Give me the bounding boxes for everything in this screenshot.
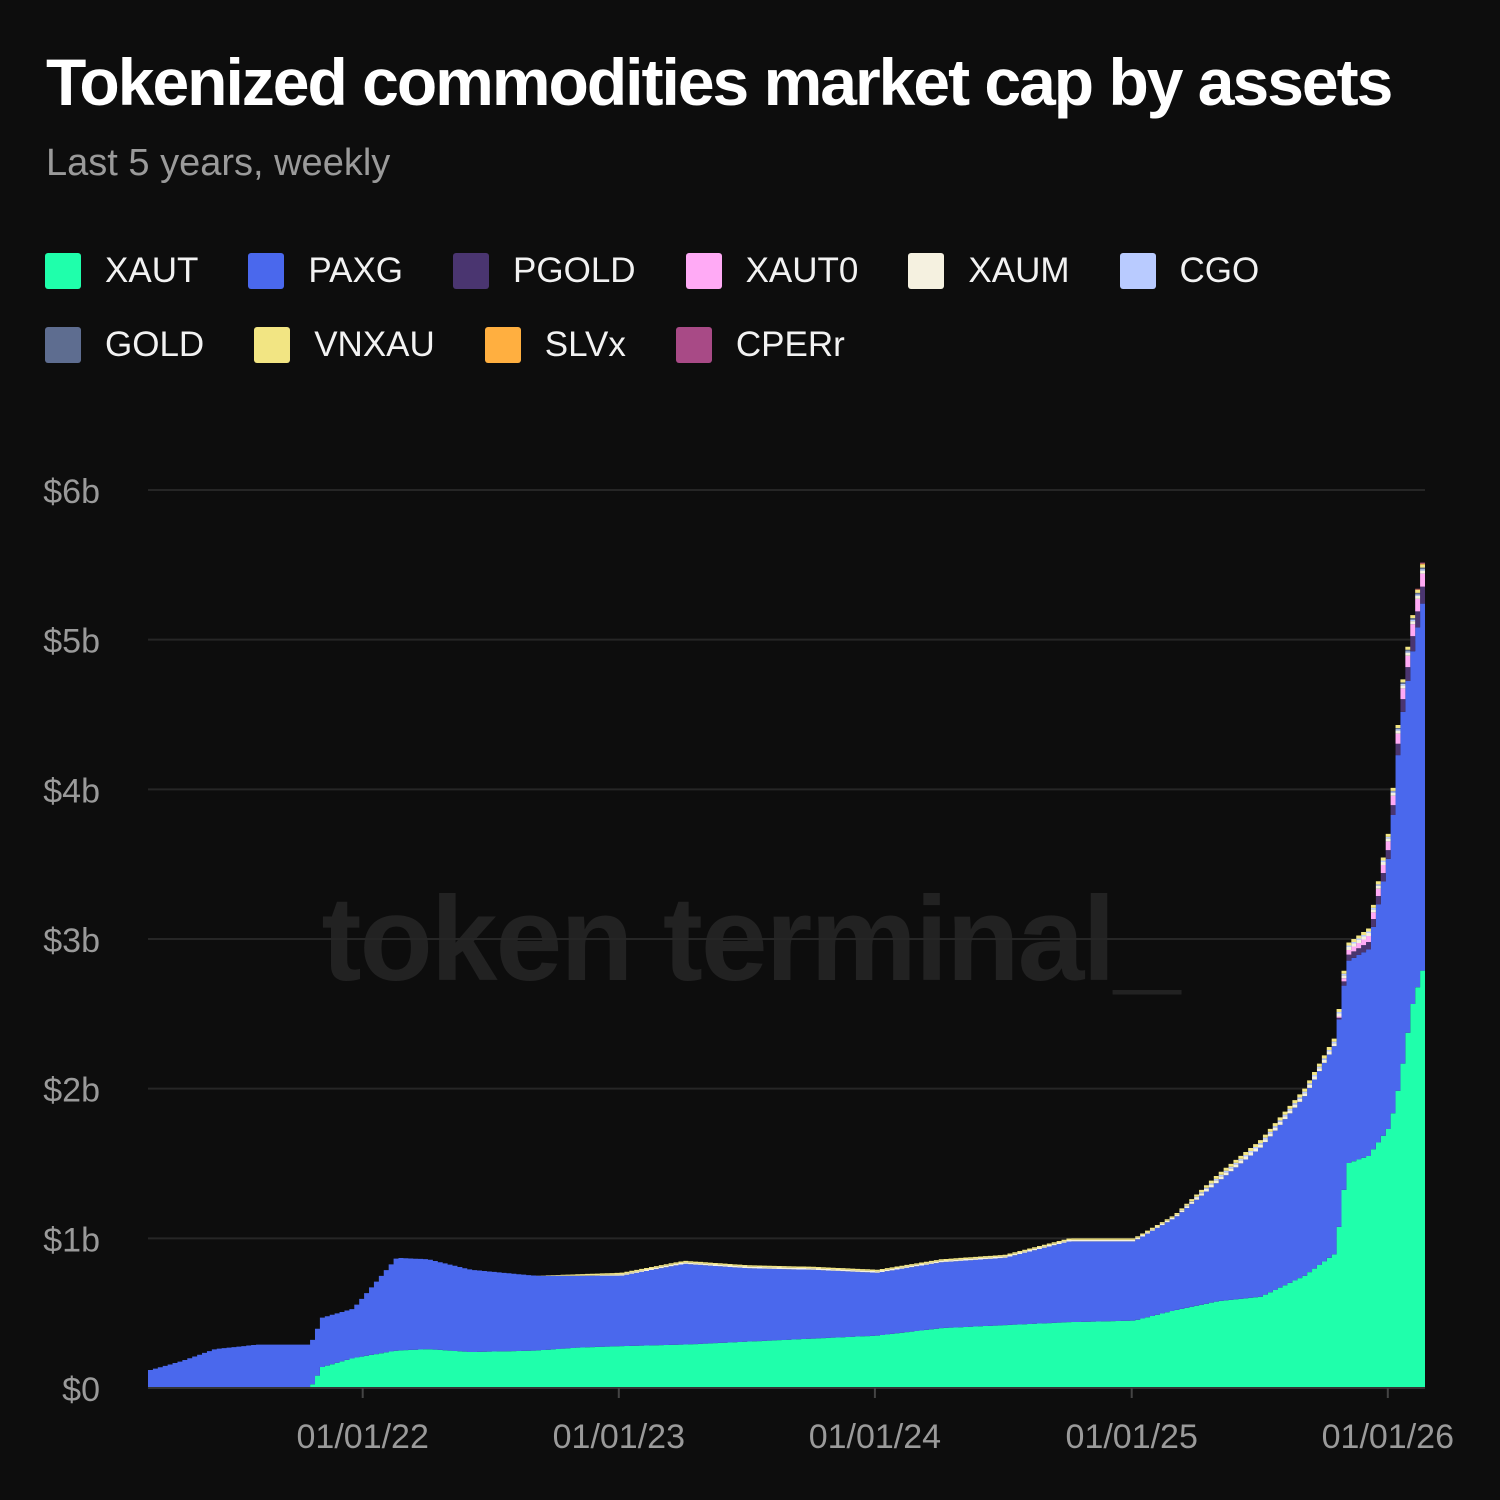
legend-item-cgo[interactable]: CGO bbox=[1119, 251, 1260, 290]
legend-label: XAUT0 bbox=[745, 251, 859, 290]
x-tick-label: 01/01/22 bbox=[297, 1418, 429, 1456]
legend-item-cperr[interactable]: CPERr bbox=[675, 325, 845, 364]
legend-label: CPERr bbox=[735, 325, 845, 364]
legend-item-xaut0[interactable]: XAUT0 bbox=[685, 251, 859, 290]
x-tick-label: 01/01/25 bbox=[1066, 1418, 1198, 1456]
legend-swatch bbox=[248, 253, 285, 289]
legend-label: PGOLD bbox=[513, 251, 636, 290]
legend-item-xaum[interactable]: XAUM bbox=[908, 251, 1070, 290]
y-tick-label: $3b bbox=[43, 922, 100, 960]
legend-item-slvx[interactable]: SLVx bbox=[484, 325, 626, 364]
y-tick-label: $6b bbox=[43, 473, 100, 511]
legend-label: GOLD bbox=[105, 325, 205, 364]
x-tick-label: 01/01/26 bbox=[1322, 1418, 1454, 1456]
legend-swatch bbox=[45, 253, 81, 289]
y-tick-label: $4b bbox=[43, 772, 100, 810]
legend-swatch bbox=[45, 327, 81, 363]
legend-label: XAUT bbox=[105, 251, 199, 290]
legend-item-xaut[interactable]: XAUT bbox=[45, 251, 199, 290]
chart-subtitle: Last 5 years, weekly bbox=[46, 142, 391, 184]
legend-label: PAXG bbox=[308, 251, 404, 290]
legend-swatch bbox=[675, 327, 712, 363]
legend-label: XAUM bbox=[968, 251, 1070, 290]
legend-swatch bbox=[453, 253, 490, 289]
legend-swatch bbox=[685, 253, 722, 289]
legend-label: SLVx bbox=[544, 325, 626, 364]
x-tick-label: 01/01/24 bbox=[809, 1418, 941, 1456]
legend-item-pgold[interactable]: PGOLD bbox=[453, 251, 636, 290]
y-tick-label: $5b bbox=[43, 623, 100, 661]
series-area-xaut bbox=[148, 953, 1425, 1388]
legend-swatch bbox=[254, 327, 291, 363]
legend-item-vnxau[interactable]: VNXAU bbox=[254, 325, 435, 364]
legend-item-paxg[interactable]: PAXG bbox=[248, 251, 404, 290]
legend: XAUT PAXG PGOLD XAUT0 XAUM CGO GOLD VNXAU SLVx CP… bbox=[45, 251, 1475, 364]
chart-area: token terminal_ $0 $1b $2b $3b $4b $5b $6b 01/0… bbox=[0, 430, 1500, 1500]
legend-swatch bbox=[1119, 253, 1156, 289]
y-tick-label: $1b bbox=[43, 1221, 100, 1259]
y-tick-label: $0 bbox=[62, 1371, 100, 1409]
legend-label: VNXAU bbox=[314, 325, 435, 364]
legend-swatch bbox=[908, 253, 945, 289]
legend-item-gold[interactable]: GOLD bbox=[45, 325, 205, 364]
legend-swatch bbox=[484, 327, 521, 363]
legend-label: CGO bbox=[1179, 251, 1260, 290]
chart-title: Tokenized commodities market cap by asse… bbox=[46, 45, 1393, 119]
y-tick-label: $2b bbox=[43, 1072, 100, 1110]
stacked-area-chart: token terminal_ $0$1b$2b$3b$4b$5b$6b01/0… bbox=[43, 473, 1454, 1456]
x-tick-label: 01/01/23 bbox=[553, 1418, 685, 1456]
